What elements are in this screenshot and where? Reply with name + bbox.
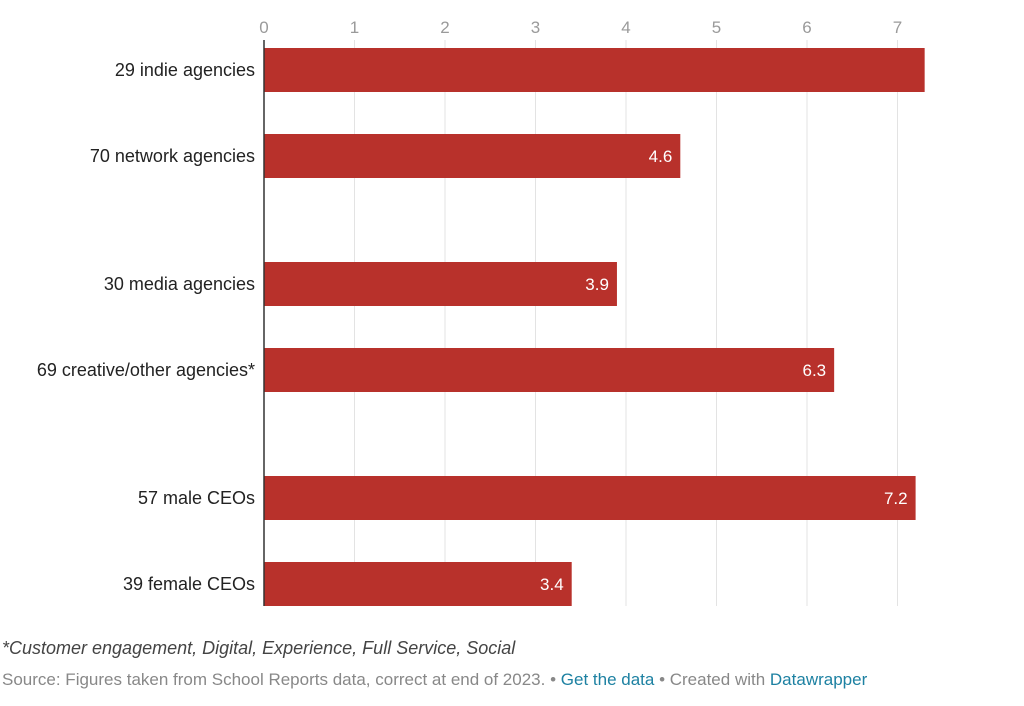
bar <box>264 48 925 92</box>
source-text: Source: Figures taken from School Report… <box>2 670 546 689</box>
bar <box>264 562 572 606</box>
data-label: 7.2 <box>884 489 908 508</box>
bars <box>264 48 925 606</box>
separator: • <box>545 670 561 689</box>
chart-source-line: Source: Figures taken from School Report… <box>2 670 1012 690</box>
data-label: 3.4 <box>540 575 564 594</box>
bar <box>264 348 835 392</box>
data-label: 3.9 <box>585 275 609 294</box>
datawrapper-link[interactable]: Datawrapper <box>769 670 868 689</box>
chart-footnote: *Customer engagement, Digital, Experienc… <box>2 638 516 658</box>
x-tick-label: 7 <box>893 18 902 37</box>
category-labels: 29 indie agencies 70 network agencies 30 m… <box>37 60 255 594</box>
x-tick-label: 6 <box>802 18 811 37</box>
bar <box>264 476 916 520</box>
data-label: 4.6 <box>649 147 673 166</box>
get-the-data-link[interactable]: Get the data <box>560 670 655 689</box>
grid-lines <box>354 40 898 606</box>
x-tick-label: 1 <box>350 18 359 37</box>
category-label: 29 indie agencies <box>115 60 255 80</box>
category-label: 57 male CEOs <box>138 488 255 508</box>
bar <box>264 134 681 178</box>
category-label: 70 network agencies <box>90 146 255 166</box>
x-tick-label: 2 <box>440 18 449 37</box>
value-labels: 4.6 3.9 6.3 7.2 3.4 <box>540 147 908 594</box>
data-label: 6.3 <box>803 361 827 380</box>
x-axis-ticks: 0 1 2 3 4 5 6 7 <box>259 18 902 37</box>
x-tick-label: 0 <box>259 18 268 37</box>
category-label: 69 creative/other agencies* <box>37 360 255 380</box>
x-tick-label: 3 <box>531 18 540 37</box>
bar <box>264 262 617 306</box>
x-tick-label: 5 <box>712 18 721 37</box>
category-label: 39 female CEOs <box>123 574 255 594</box>
created-with-text: • Created with <box>654 670 770 689</box>
category-label: 30 media agencies <box>104 274 255 294</box>
x-tick-label: 4 <box>621 18 630 37</box>
bar-chart: 0 1 2 3 4 5 6 7 29 indie agencies 70 network age… <box>37 18 925 606</box>
